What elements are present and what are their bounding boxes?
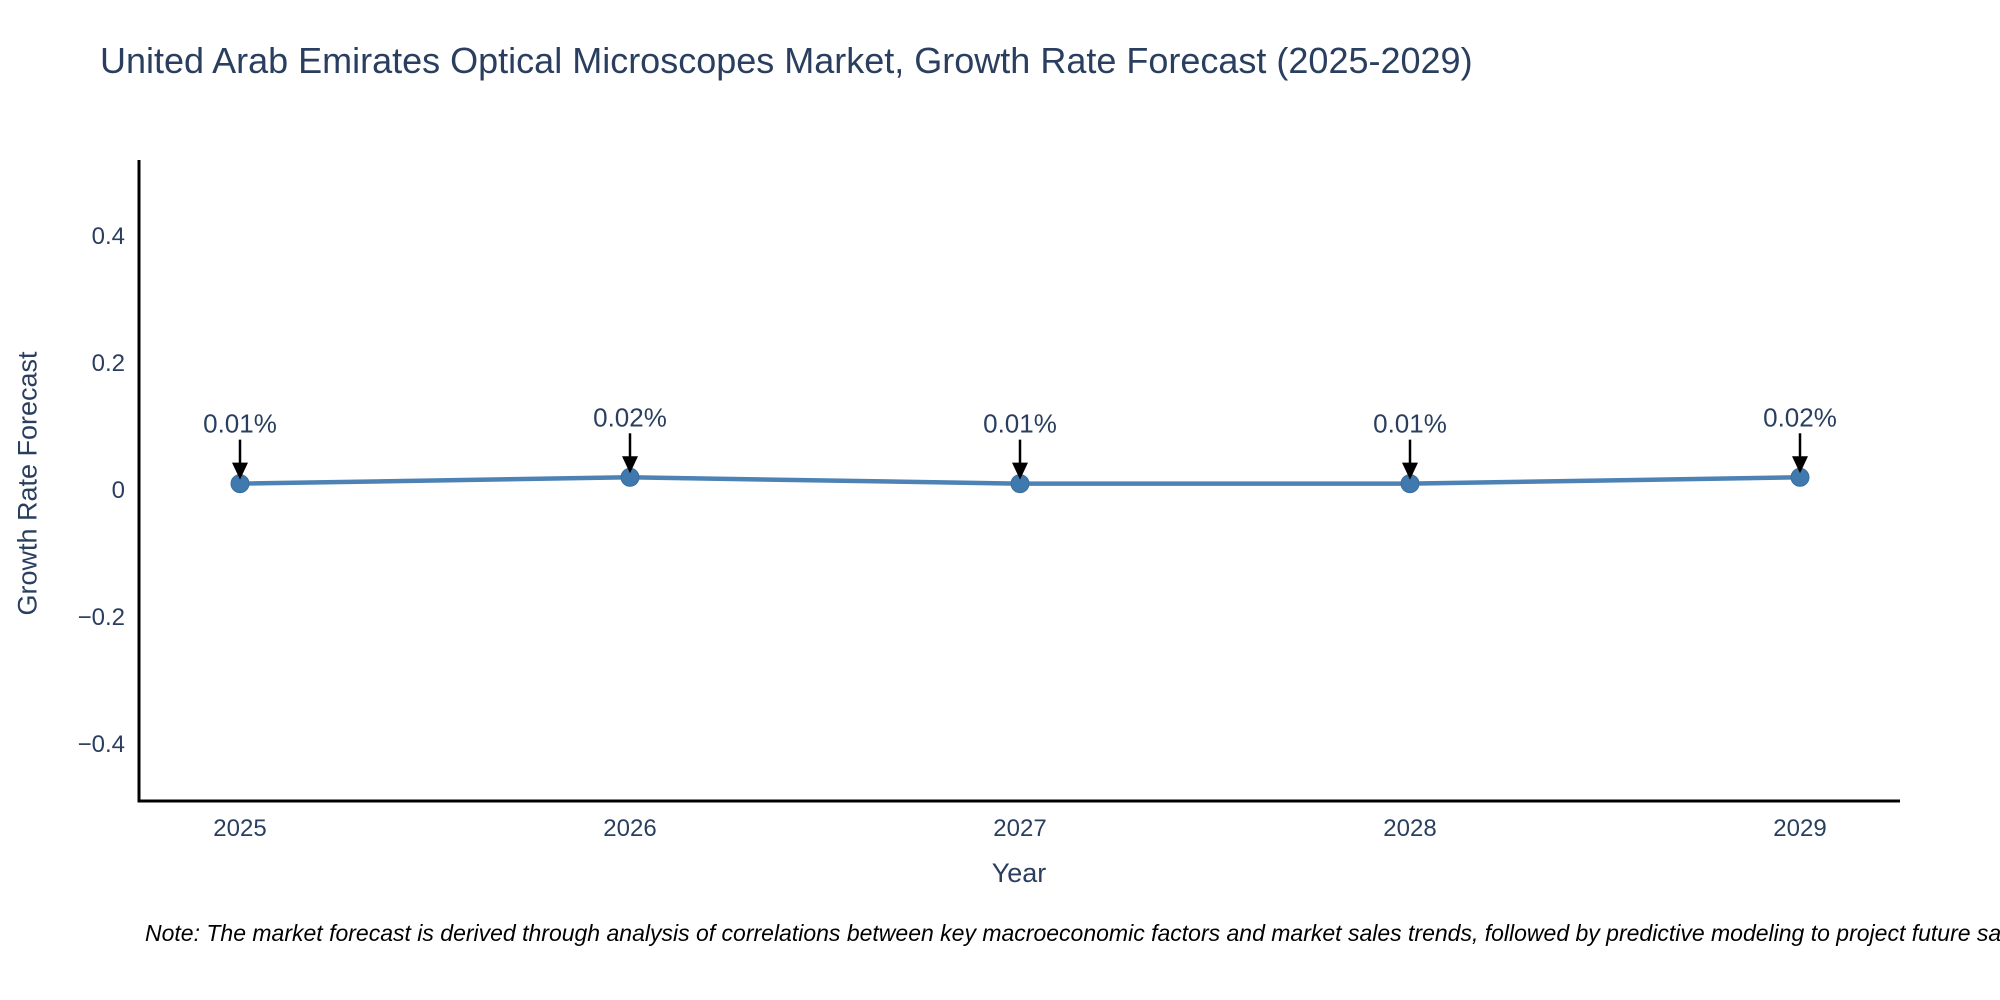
- y-tick-label: 0.4: [92, 223, 125, 250]
- annotation-label: 0.02%: [593, 402, 667, 432]
- annotation-label: 0.01%: [203, 409, 277, 439]
- chart-title: United Arab Emirates Optical Microscopes…: [100, 40, 1473, 81]
- annotation-arrowhead: [1792, 456, 1808, 474]
- x-tick-label: 2025: [213, 815, 266, 842]
- annotation-label: 0.01%: [1373, 409, 1447, 439]
- y-axis-title: Growth Rate Forecast: [12, 351, 43, 616]
- annotation-arrowhead: [232, 462, 248, 480]
- x-tick-label: 2029: [1773, 815, 1826, 842]
- annotation-label: 0.02%: [1763, 402, 1837, 432]
- y-tick-label: 0.2: [92, 350, 125, 377]
- x-tick-label: 2028: [1383, 815, 1436, 842]
- y-tick-label: 0: [112, 477, 125, 504]
- annotation-arrowhead: [1012, 462, 1028, 480]
- annotation-label: 0.01%: [983, 409, 1057, 439]
- y-tick-label: −0.2: [78, 604, 125, 631]
- x-tick-label: 2027: [993, 815, 1046, 842]
- x-axis-title: Year: [991, 858, 1047, 888]
- annotation-arrowhead: [1402, 462, 1418, 480]
- annotation-arrowhead: [622, 456, 638, 474]
- footnote-text: Note: The market forecast is derived thr…: [145, 920, 2000, 946]
- x-tick-label: 2026: [603, 815, 656, 842]
- y-tick-label: −0.4: [78, 731, 125, 758]
